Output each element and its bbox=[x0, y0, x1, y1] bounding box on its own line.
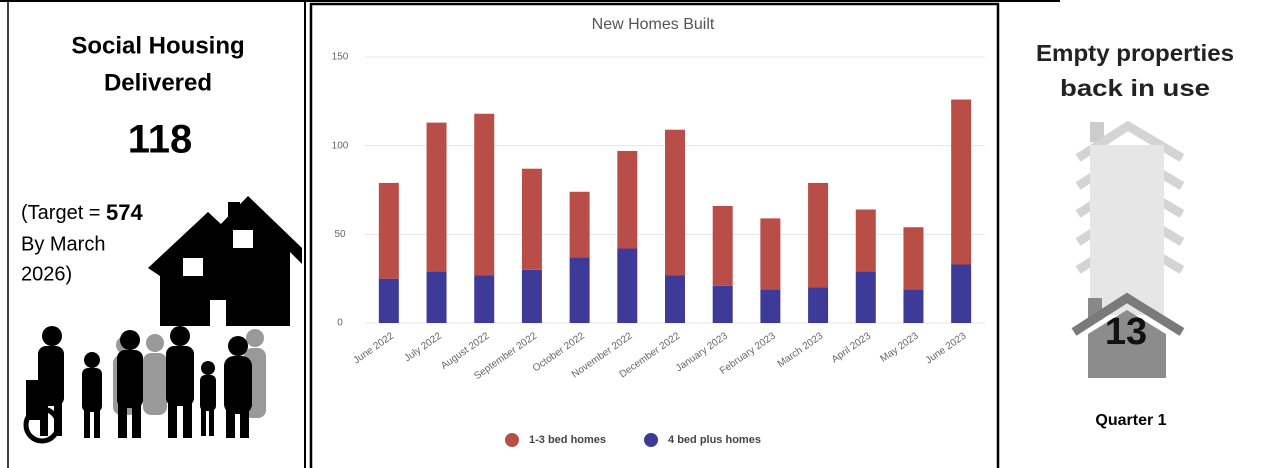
bar-segment bbox=[378, 182, 399, 279]
kpi-value: 118 bbox=[128, 118, 193, 162]
bar-segment bbox=[712, 205, 733, 286]
bar-segment bbox=[951, 99, 972, 265]
y-tick-label: 0 bbox=[337, 318, 343, 329]
panel-title: Delivered bbox=[104, 69, 212, 96]
bar-segment bbox=[712, 285, 733, 323]
bar-segment bbox=[474, 275, 495, 323]
bar-segment bbox=[521, 168, 542, 270]
panel-title: back in use bbox=[1060, 75, 1210, 101]
chart-title: New Homes Built bbox=[592, 16, 715, 33]
bar-segment bbox=[617, 150, 638, 249]
period-label: Quarter 1 bbox=[1095, 412, 1166, 429]
bar-segment bbox=[808, 287, 829, 323]
bar-segment bbox=[903, 289, 924, 323]
y-tick-label: 100 bbox=[332, 140, 349, 151]
bar-segment bbox=[760, 218, 781, 290]
bar-segment bbox=[665, 129, 685, 276]
y-tick-label: 50 bbox=[334, 229, 346, 240]
target-text: 2026) bbox=[21, 263, 72, 285]
target-value: 574 bbox=[106, 200, 143, 225]
panel-title: Empty properties bbox=[1036, 40, 1234, 66]
legend-swatch bbox=[505, 433, 519, 447]
bar-segment bbox=[474, 113, 495, 276]
bar-segment bbox=[808, 182, 829, 288]
target-text: (Target = 574 bbox=[21, 200, 144, 225]
kpi-value: 13 bbox=[1105, 311, 1147, 353]
chart-frame bbox=[309, 2, 1000, 468]
bar-segment bbox=[426, 122, 447, 272]
people-silhouette bbox=[23, 326, 266, 444]
bar-segment bbox=[521, 269, 542, 323]
legend-label: 1-3 bed homes bbox=[529, 434, 606, 446]
bar-segment bbox=[903, 227, 924, 290]
bar-segment bbox=[951, 264, 972, 323]
bar-segment bbox=[855, 209, 876, 272]
houses-icon bbox=[148, 196, 302, 326]
target-prefix: (Target = bbox=[21, 202, 100, 224]
bar-segment bbox=[569, 191, 590, 258]
bar-segment bbox=[378, 278, 399, 323]
y-tick-label: 150 bbox=[332, 52, 349, 63]
legend-swatch bbox=[644, 433, 659, 447]
legend-label: 4 bed plus homes bbox=[668, 434, 761, 446]
building-icon bbox=[1071, 120, 1185, 378]
bar-segment bbox=[617, 248, 638, 323]
panel-title: Social Housing bbox=[71, 32, 244, 59]
bar-segment bbox=[426, 271, 447, 323]
bar-segment bbox=[760, 289, 781, 323]
bar-segment bbox=[665, 275, 685, 323]
bar-segment bbox=[855, 271, 876, 323]
bar-segment bbox=[569, 257, 590, 323]
target-text: By March bbox=[21, 233, 105, 255]
